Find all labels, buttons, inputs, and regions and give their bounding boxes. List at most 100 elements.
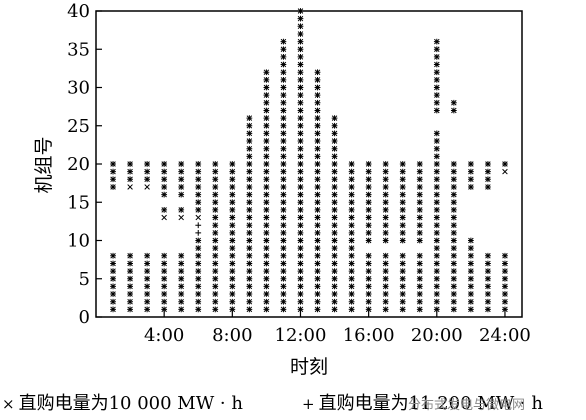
data-point-series-2 xyxy=(433,184,440,190)
data-point-series-2 xyxy=(212,298,219,305)
data-point-series-2 xyxy=(433,283,440,290)
data-point-series-2 xyxy=(263,138,270,144)
data-point-series-2 xyxy=(297,168,304,175)
data-point-series-2 xyxy=(399,268,406,274)
data-point-series-2 xyxy=(502,291,508,297)
data-point-series-2 xyxy=(229,260,236,267)
data-point-series-2 xyxy=(178,283,185,290)
x-axis-title: 时刻 xyxy=(290,356,328,378)
data-point-series-2 xyxy=(433,168,440,175)
data-point-series-2 xyxy=(246,275,253,282)
data-point-series-2 xyxy=(178,161,185,167)
data-point-series-2 xyxy=(348,191,355,198)
data-point-series-2 xyxy=(348,214,355,221)
data-point-series-2 xyxy=(399,252,406,259)
data-point-series-2 xyxy=(382,291,389,297)
data-point-series-2 xyxy=(365,176,372,183)
data-point-series-2 xyxy=(331,176,338,183)
data-point-series-2 xyxy=(433,191,440,198)
data-point-series-2 xyxy=(399,275,406,282)
data-point-series-2 xyxy=(229,298,236,305)
data-point-series-2 xyxy=(485,161,491,167)
legend-label-series-1: 直购电量为10 000 MW · h xyxy=(18,393,243,414)
data-point-series-2 xyxy=(297,46,304,53)
data-point-series-2 xyxy=(212,229,219,236)
data-point-series-2 xyxy=(433,107,440,114)
data-point-series-2 xyxy=(263,268,270,274)
data-point-series-2 xyxy=(229,199,236,206)
data-point-series-2 xyxy=(450,306,457,313)
data-point-series-2 xyxy=(263,199,270,206)
data-point-series-2 xyxy=(331,207,338,213)
data-point-series-2 xyxy=(348,184,355,190)
data-point-series-2 xyxy=(144,176,150,183)
data-point-series-2 xyxy=(450,184,457,190)
data-point-series-2 xyxy=(297,69,304,76)
data-point-series-2 xyxy=(297,145,304,152)
data-point-series-2 xyxy=(450,168,457,175)
x-tick-label: 16:00 xyxy=(343,325,395,346)
data-point-series-2 xyxy=(433,38,440,45)
data-point-series-2 xyxy=(280,138,287,144)
data-point-series-2 xyxy=(416,222,423,229)
data-point-series-2 xyxy=(485,275,491,282)
data-point-series-2 xyxy=(263,260,270,267)
data-point-series-2 xyxy=(314,92,321,99)
data-point-series-2 xyxy=(263,245,270,252)
data-point-series-2 xyxy=(246,214,253,221)
data-point-series-2 xyxy=(297,138,304,144)
data-point-series-2 xyxy=(229,176,236,183)
data-point-series-2 xyxy=(331,291,338,297)
data-point-series-2 xyxy=(263,168,270,175)
data-point-series-2 xyxy=(161,283,168,290)
y-tick-label: 5 xyxy=(79,269,90,290)
data-point-series-2 xyxy=(348,260,355,267)
data-point-series-2 xyxy=(365,168,372,175)
data-point-series-2 xyxy=(212,191,219,198)
data-point-series-2 xyxy=(229,222,236,229)
data-point-series-2 xyxy=(280,69,287,76)
data-point-series-2 xyxy=(110,184,116,190)
data-point-series-2 xyxy=(382,298,389,305)
data-point-series-2 xyxy=(314,245,321,252)
data-point-series-2 xyxy=(161,207,168,213)
data-point-series-2 xyxy=(314,222,321,229)
data-point-series-2 xyxy=(263,176,270,183)
data-point-series-2 xyxy=(161,161,168,167)
data-point-series-2 xyxy=(280,122,287,129)
data-point-series-2 xyxy=(314,138,321,144)
data-point-series-2 xyxy=(195,260,202,267)
data-point-series-2 xyxy=(314,268,321,274)
data-point-series-2 xyxy=(450,161,457,167)
data-point-series-2 xyxy=(485,283,491,290)
data-point-series-2 xyxy=(280,92,287,99)
data-point-series-2 xyxy=(416,214,423,221)
data-point-series-2 xyxy=(382,283,389,290)
data-point-series-2 xyxy=(178,184,185,190)
data-point-series-2 xyxy=(382,229,389,236)
data-point-series-2 xyxy=(195,275,202,282)
data-point-series-2 xyxy=(468,252,474,259)
data-point-series-2 xyxy=(297,130,304,137)
data-point-series-2 xyxy=(416,275,423,282)
data-point-series-2 xyxy=(331,122,338,129)
data-point-series-2 xyxy=(212,168,219,175)
data-point-series-2 xyxy=(399,237,406,244)
data-point-series-2 xyxy=(297,237,304,244)
data-marks xyxy=(110,8,508,313)
data-point-series-2 xyxy=(314,161,321,167)
data-point-series-2 xyxy=(127,275,133,282)
data-point-series-2 xyxy=(314,99,321,106)
data-point-series-2 xyxy=(331,283,338,290)
data-point-series-2 xyxy=(297,76,304,83)
data-point-series-2 xyxy=(382,306,389,313)
data-point-series-2 xyxy=(502,283,508,290)
data-point-series-2 xyxy=(127,306,133,313)
legend-item-series-1: × 直购电量为10 000 MW · h xyxy=(2,389,243,415)
data-point-series-2 xyxy=(297,191,304,198)
data-point-series-2 xyxy=(485,298,491,305)
x-tick-label: 24:00 xyxy=(479,325,531,346)
data-point-series-2 xyxy=(229,275,236,282)
y-tick-label: 0 xyxy=(79,307,90,328)
data-point-series-2 xyxy=(280,61,287,68)
